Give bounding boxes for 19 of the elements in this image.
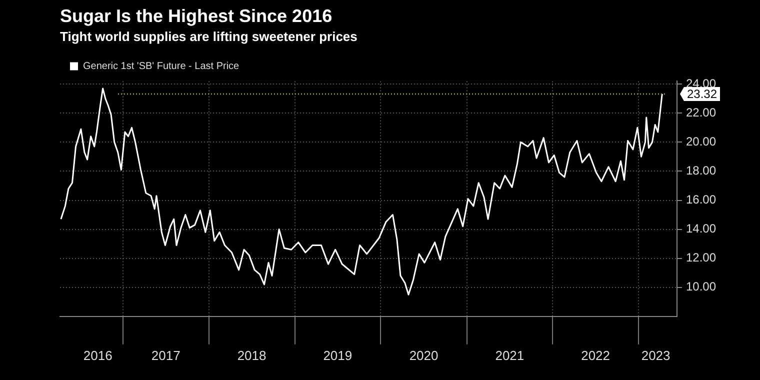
x-tick-label: 2019	[323, 348, 352, 363]
y-tick-label: 14.00	[686, 222, 716, 236]
chart-subtitle: Tight world supplies are lifting sweetener prices	[60, 28, 358, 44]
x-tick-label: 2018	[237, 348, 266, 363]
legend-label: Generic 1st 'SB' Future - Last Price	[83, 60, 240, 72]
x-tick-label: 2017	[151, 348, 180, 363]
x-tick-label: 2020	[409, 348, 438, 363]
x-tick-label: 2016	[83, 348, 112, 363]
x-tick-label: 2021	[495, 348, 524, 363]
y-tick-label: 18.00	[686, 164, 716, 178]
x-tick-label: 2022	[581, 348, 610, 363]
y-tick-label: 20.00	[686, 134, 716, 148]
y-tick-label: 22.00	[686, 105, 716, 120]
chart-title: Sugar Is the Highest Since 2016	[60, 6, 332, 26]
x-tick-label: 2023	[641, 348, 670, 363]
y-tick-label: 12.00	[686, 250, 716, 265]
y-tick-label: 10.00	[686, 280, 716, 294]
ref-line-label: 23.32	[686, 86, 718, 101]
y-tick-label: 16.00	[686, 192, 716, 207]
